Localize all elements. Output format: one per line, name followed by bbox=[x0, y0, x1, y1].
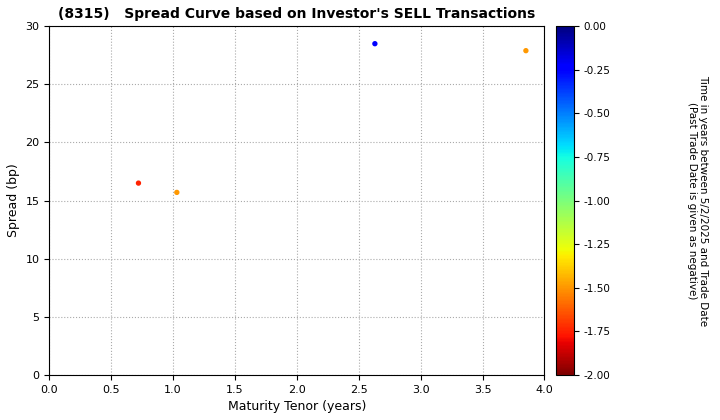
Title: (8315)   Spread Curve based on Investor's SELL Transactions: (8315) Spread Curve based on Investor's … bbox=[58, 7, 536, 21]
Point bbox=[520, 47, 531, 54]
Point bbox=[369, 40, 381, 47]
X-axis label: Maturity Tenor (years): Maturity Tenor (years) bbox=[228, 400, 366, 413]
Point bbox=[171, 189, 183, 196]
Y-axis label: Spread (bp): Spread (bp) bbox=[7, 164, 20, 237]
Point bbox=[132, 180, 144, 186]
Y-axis label: Time in years between 5/2/2025 and Trade Date
(Past Trade Date is given as negat: Time in years between 5/2/2025 and Trade… bbox=[687, 75, 708, 326]
